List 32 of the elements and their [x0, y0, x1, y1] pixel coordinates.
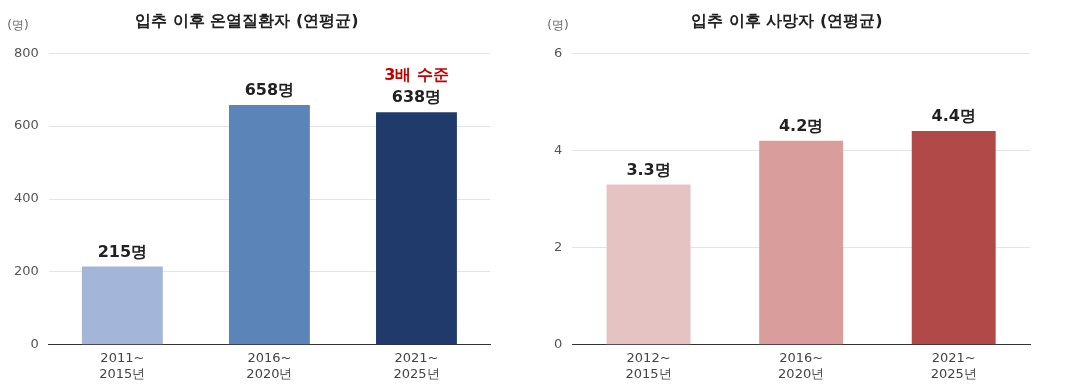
x-tick-label: 2016~ 2020년	[778, 349, 825, 381]
y-tick-label: 600	[13, 117, 39, 133]
data-label: 4.2명	[778, 115, 824, 135]
y-tick-label: 800	[13, 44, 39, 60]
y-axis-title: (명)	[7, 18, 29, 33]
y-tick-label: 400	[13, 190, 39, 206]
chart-title: 입추 이후 사망자 (연평균)	[691, 10, 883, 30]
x-tick-label: 2012~ 2015년	[625, 349, 672, 381]
data-label: 4.4명	[931, 106, 976, 126]
x-tick-label: 2021~ 2025년	[930, 349, 977, 381]
y-tick-label: 0	[30, 336, 39, 352]
bar	[81, 266, 163, 345]
x-tick-label: 2021~ 2025년	[393, 349, 440, 381]
x-tick-label: 2016~ 2020년	[246, 349, 293, 381]
y-tick-label: 200	[13, 263, 39, 279]
data-label: 3.3명	[626, 159, 671, 179]
annotation: 3배 수준	[384, 65, 449, 85]
y-tick-label: 6	[553, 44, 563, 60]
data-label: 215명	[97, 241, 148, 261]
chart-title: 입추 이후 온열질환자 (연평균)	[135, 10, 359, 30]
bar	[228, 104, 310, 345]
x-tick-label: 2011~ 2015년	[99, 349, 146, 381]
y-tick-label: 4	[553, 141, 563, 157]
y-axis-title: (명)	[547, 18, 569, 33]
data-label: 638명	[391, 87, 442, 107]
bar	[911, 130, 996, 345]
y-tick-label: 0	[553, 336, 563, 352]
bar	[376, 112, 457, 345]
bar	[606, 184, 691, 345]
data-label: 658명	[244, 80, 295, 100]
bar	[759, 140, 844, 345]
y-tick-label: 2	[553, 238, 563, 254]
